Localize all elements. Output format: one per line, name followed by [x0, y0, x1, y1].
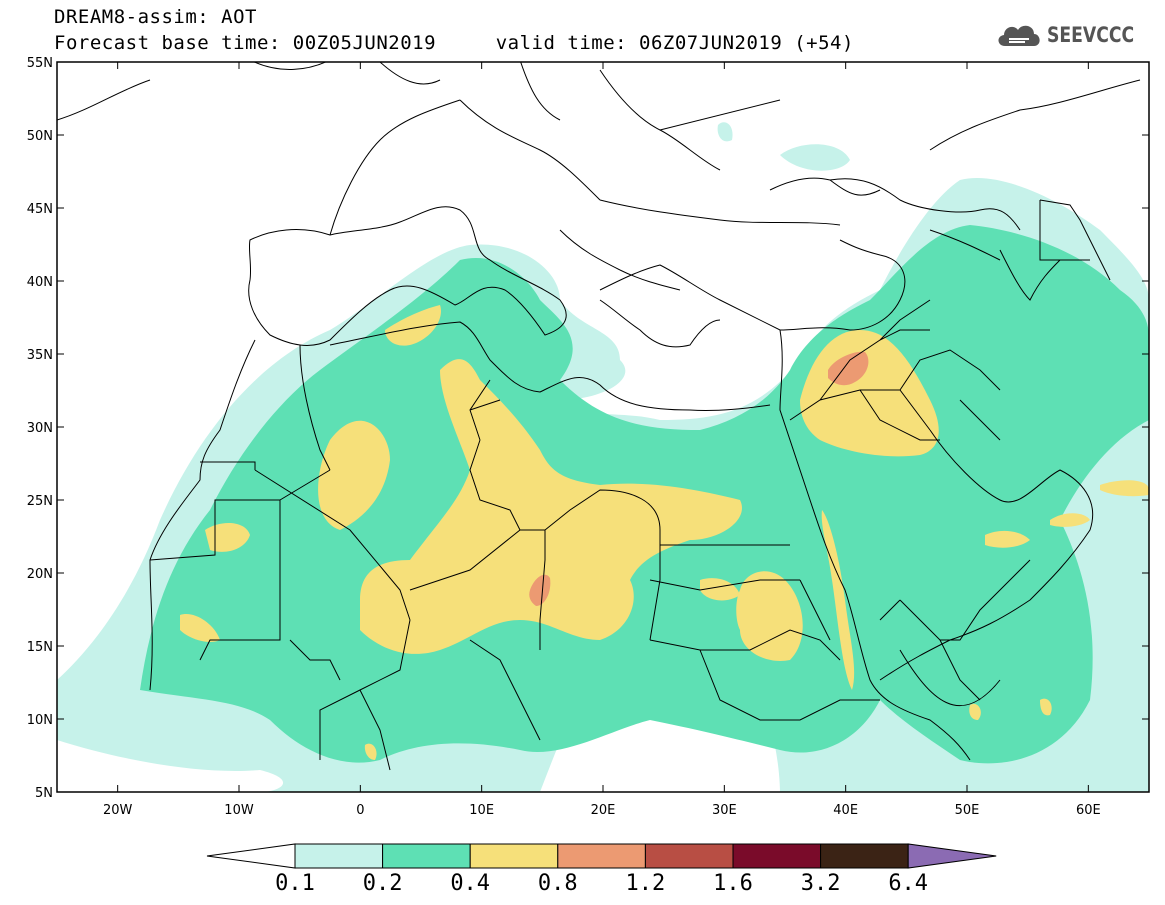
country-border [879, 559, 1031, 701]
lat-tick-label: 25N [27, 494, 53, 509]
aot-contour-0.8 [529, 574, 551, 606]
aot-contour-0.1-north [717, 122, 850, 171]
lat-tick-label: 10N [27, 713, 53, 728]
coastline [248, 206, 567, 346]
colorbar-label: 0.2 [363, 871, 403, 896]
coastline [779, 329, 971, 761]
country-border [789, 199, 1111, 441]
lon-tick-label: 10E [469, 803, 494, 818]
colorbar-label: 1.6 [713, 871, 753, 896]
lat-tick-label: 35N [27, 348, 53, 363]
aot-contour-0.4 [700, 578, 740, 601]
aot-field [57, 122, 1149, 792]
colorbar-swatch [732, 843, 822, 869]
aot-gap [57, 740, 284, 792]
borders [57, 62, 1141, 771]
colorbar-swatch [294, 843, 384, 869]
colorbar-label: 0.8 [538, 871, 578, 896]
aot-contour-0.4 [985, 530, 1030, 548]
aot-contour-0.4 [736, 571, 803, 661]
coastline [899, 649, 1001, 707]
aot-contour-0.4 [205, 523, 250, 552]
colorbar-swatch [644, 843, 734, 869]
map-title: DREAM8-assim: AOT [54, 6, 257, 28]
cloud-icon [998, 25, 1040, 46]
aot-contour-0.4 [360, 359, 742, 654]
colorbar-swatch [557, 843, 646, 869]
coastline [929, 79, 1141, 151]
aot-contour-0.4 [385, 305, 441, 346]
lat-tick-label: 15N [27, 640, 53, 655]
coastline [329, 321, 771, 412]
lon-tick-label: 50E [955, 803, 980, 818]
colorbar-swatch [469, 843, 559, 869]
seevccc-logo: SEEVCCC [995, 20, 1153, 50]
lon-tick-label: 20W [103, 803, 133, 818]
longitude-axis: 20W 10W 0 10E 20E 30E 40E 50E 60E [103, 62, 1101, 818]
colorbar-swatch [382, 843, 471, 869]
lat-tick-label: 20N [27, 567, 53, 582]
lon-tick-label: 30E [712, 803, 737, 818]
colorbar-label: 6.4 [888, 871, 928, 896]
latitude-axis: 55N 50N 45N 40N 35N 30N 25N 20N 15N 10N 5N [27, 56, 1149, 801]
forecast-time-subtitle: Forecast base time: 00Z05JUN2019 valid t… [54, 32, 854, 54]
coastline [599, 269, 721, 348]
colorbar-label: 1.2 [626, 871, 666, 896]
lon-tick-label: 0 [356, 803, 364, 818]
lat-tick-label: 50N [27, 129, 53, 144]
colorbar-over-triangle [907, 843, 997, 869]
country-border [649, 544, 880, 721]
aot-contour-0.8 [828, 351, 869, 386]
lat-tick-label: 30N [27, 421, 53, 436]
lon-tick-label: 40E [833, 803, 858, 818]
country-border [149, 469, 541, 771]
colorbar-under-triangle [206, 843, 296, 869]
lat-tick-label: 40N [27, 275, 53, 290]
aot-contour-0.4 [800, 330, 939, 457]
coastline [57, 62, 441, 121]
colorbar-swatch [820, 843, 909, 869]
aot-contour-0.4 [180, 614, 220, 642]
aot-contour-0.4 [1100, 480, 1149, 497]
country-border [329, 62, 841, 271]
lon-tick-label: 20E [591, 803, 616, 818]
lat-tick-label: 55N [27, 56, 53, 71]
colorbar-label: 0.4 [450, 871, 490, 896]
coastline [149, 339, 256, 691]
coastline [999, 249, 1061, 301]
logo-text: SEEVCCC [1046, 23, 1134, 47]
colorbar-label: 3.2 [801, 871, 841, 896]
coastline [829, 178, 1021, 261]
coastline [599, 239, 906, 331]
lat-tick-label: 5N [35, 786, 53, 801]
aot-contour-0.4 [1050, 513, 1090, 527]
colorbar-label: 0.1 [275, 871, 315, 896]
aot-contour-0.4 [318, 420, 390, 530]
lon-tick-label: 60E [1076, 803, 1101, 818]
country-border [200, 344, 720, 650]
lat-tick-label: 45N [27, 202, 53, 217]
lon-tick-label: 10W [224, 803, 254, 818]
